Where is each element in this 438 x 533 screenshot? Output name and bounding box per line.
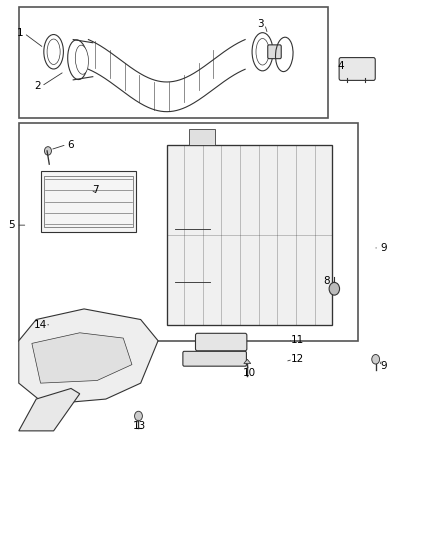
FancyBboxPatch shape — [268, 45, 281, 59]
Circle shape — [329, 282, 339, 295]
Text: 7: 7 — [92, 184, 98, 195]
Ellipse shape — [47, 39, 60, 64]
Text: 13: 13 — [133, 421, 146, 431]
Polygon shape — [244, 359, 251, 364]
FancyBboxPatch shape — [183, 351, 247, 366]
Polygon shape — [19, 389, 80, 431]
Text: 6: 6 — [68, 140, 74, 150]
Text: 12: 12 — [291, 354, 304, 364]
Circle shape — [134, 411, 142, 421]
Text: 3: 3 — [257, 19, 264, 29]
Bar — [167, 144, 332, 325]
Circle shape — [45, 147, 51, 155]
Ellipse shape — [256, 38, 269, 65]
Text: 1: 1 — [16, 28, 23, 38]
Text: 5: 5 — [8, 220, 15, 230]
Text: 11: 11 — [291, 335, 304, 345]
Ellipse shape — [75, 45, 88, 74]
Text: 2: 2 — [34, 81, 40, 91]
Text: 8: 8 — [324, 276, 330, 286]
Bar — [19, 123, 358, 341]
FancyBboxPatch shape — [195, 333, 247, 351]
Bar — [44, 176, 133, 227]
Text: 9: 9 — [380, 243, 387, 253]
Bar — [19, 7, 328, 118]
Bar — [188, 128, 215, 144]
Bar — [41, 171, 136, 232]
Polygon shape — [19, 309, 158, 405]
Polygon shape — [32, 333, 132, 383]
Text: 14: 14 — [34, 320, 47, 330]
Text: 4: 4 — [338, 61, 344, 71]
Circle shape — [372, 354, 380, 364]
Text: 10: 10 — [243, 368, 256, 377]
Text: 9: 9 — [380, 361, 387, 371]
FancyBboxPatch shape — [339, 58, 375, 80]
